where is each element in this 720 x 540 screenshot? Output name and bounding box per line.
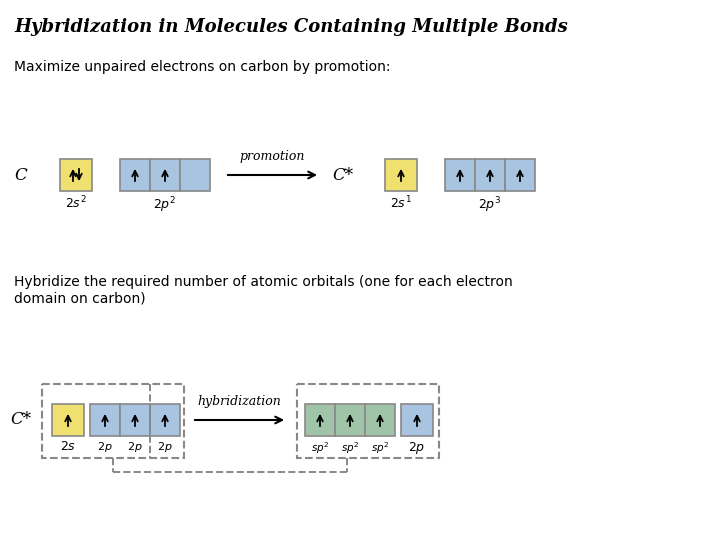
- Bar: [305, 404, 335, 436]
- Bar: [365, 404, 395, 436]
- Bar: [120, 159, 150, 191]
- Text: $2p^2$: $2p^2$: [153, 195, 176, 214]
- Bar: [90, 404, 120, 436]
- Bar: [445, 159, 475, 191]
- Bar: [385, 159, 417, 191]
- Text: $sp^2$: $sp^2$: [371, 440, 390, 456]
- Text: $2p$: $2p$: [408, 440, 426, 456]
- Text: $2s$: $2s$: [60, 440, 76, 453]
- Text: Hybridize the required number of atomic orbitals (one for each electron
domain o: Hybridize the required number of atomic …: [14, 275, 513, 305]
- Text: hybridization: hybridization: [197, 395, 282, 408]
- Text: $2p$: $2p$: [127, 440, 143, 454]
- Text: $2p$: $2p$: [97, 440, 113, 454]
- Text: $2p$: $2p$: [157, 440, 173, 454]
- Text: $2s^1$: $2s^1$: [390, 195, 412, 212]
- Bar: [150, 404, 180, 436]
- Text: $sp^2$: $sp^2$: [311, 440, 329, 456]
- Text: promotion: promotion: [240, 150, 305, 163]
- Text: C*: C*: [10, 411, 31, 429]
- Bar: [505, 159, 535, 191]
- Bar: [297, 384, 439, 458]
- Text: C: C: [14, 166, 27, 184]
- Text: $sp^2$: $sp^2$: [341, 440, 359, 456]
- Bar: [60, 159, 92, 191]
- Bar: [335, 404, 365, 436]
- Bar: [401, 404, 433, 436]
- Text: $2p^3$: $2p^3$: [478, 195, 502, 214]
- Bar: [52, 404, 84, 436]
- Text: $2s^2$: $2s^2$: [66, 195, 87, 212]
- Bar: [42, 384, 184, 458]
- Bar: [475, 159, 505, 191]
- Bar: [150, 159, 180, 191]
- Text: Maximize unpaired electrons on carbon by promotion:: Maximize unpaired electrons on carbon by…: [14, 60, 390, 74]
- Bar: [120, 404, 150, 436]
- Text: C*: C*: [332, 166, 353, 184]
- Text: Hybridization in Molecules Containing Multiple Bonds: Hybridization in Molecules Containing Mu…: [14, 18, 568, 36]
- Bar: [180, 159, 210, 191]
